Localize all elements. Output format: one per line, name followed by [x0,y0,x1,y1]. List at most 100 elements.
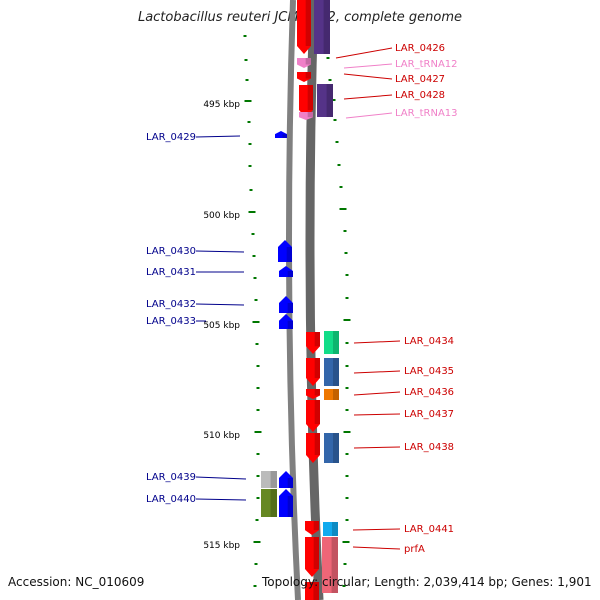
gene-LAR_0440 [279,489,293,517]
tick-mark [345,475,349,477]
tick-mark [345,297,349,299]
tick-mark [248,165,252,167]
gene-LAR_0428 [299,85,313,118]
category-block [324,358,339,386]
category-block [323,522,338,536]
gene-label-LAR_0438[interactable]: LAR_0438 [353,442,454,453]
gene-LAR_0436 [306,389,320,399]
tick-mark [244,59,248,61]
gene-LAR_0429 [275,131,287,138]
gene-label-text: LAR_0429 [146,132,196,143]
category-block [317,84,333,117]
gene-label-text: LAR_0440 [146,494,196,505]
gene-LAR_0427 [297,72,311,82]
tick-mark [247,121,251,123]
tick-mark [252,255,256,257]
gene-label-LAR_0440[interactable]: LAR_0440 [146,494,247,505]
gene-label-LAR_tRNA12[interactable]: LAR_tRNA12 [343,59,458,70]
gene-label-LAR_0436[interactable]: LAR_0436 [353,387,454,398]
tick-mark [328,79,332,81]
tick-mark [345,519,349,521]
gene-label-text: LAR_tRNA12 [395,59,458,70]
tick-mark [256,453,260,455]
tick-mark [245,79,249,81]
gene-label-text: LAR_0432 [146,299,196,310]
gene-label-text: prfA [404,544,425,555]
tick-mark [339,186,343,188]
gene-label-prfA[interactable]: prfA [352,544,425,555]
gene-LAR_0432 [279,296,293,313]
gene-LAR_0426 [297,0,311,54]
tick-mark [256,409,260,411]
gene-label-LAR_0429[interactable]: LAR_0429 [146,132,241,143]
trna-LAR_tRNA13 [299,112,313,120]
tick-mark [255,343,259,345]
tick-mark [252,321,260,323]
category-block [322,537,338,593]
gene-label-text: LAR_0430 [146,246,196,257]
tick-mark [254,431,262,433]
tick-mark [343,319,351,321]
tick-mark [345,497,349,499]
ruler-label: 495 kbp [203,100,240,110]
tick-mark [251,233,255,235]
gene-LAR_0438 [306,433,320,463]
tick-mark [342,585,346,587]
gene-LAR_0435 [306,358,320,386]
gene-label-text: LAR_0437 [404,409,454,420]
gene-label-text: LAR_0426 [395,43,445,54]
tick-mark [335,141,339,143]
gene-label-text: LAR_0434 [404,336,454,347]
gene-label-LAR_0435[interactable]: LAR_0435 [353,366,454,377]
tick-mark [243,35,247,37]
gene-label-LAR_0427[interactable]: LAR_0427 [343,73,445,85]
tick-mark [345,387,349,389]
gene-LAR_0433 [279,314,293,329]
gene-label-LAR_0426[interactable]: LAR_0426 [335,43,445,59]
gene-LAR_0439 [279,471,293,488]
tick-mark [326,57,330,59]
tick-mark [345,453,349,455]
tick-mark [255,519,259,521]
gene-label-text: LAR_0431 [146,267,196,278]
tick-mark [256,497,260,499]
tick-mark [342,541,350,543]
ruler-label: 505 kbp [203,321,240,331]
tick-mark [345,409,349,411]
gene-LAR_0431 [279,266,293,277]
topology-text: Topology: circular; Length: 2,039,414 bp… [262,575,592,589]
gene-label-LAR_0437[interactable]: LAR_0437 [353,409,454,420]
gene-label-LAR_0430[interactable]: LAR_0430 [146,246,245,257]
tick-mark [343,431,351,433]
tick-mark [339,208,347,210]
tick-mark [256,387,260,389]
gene-label-text: LAR_0427 [395,74,445,85]
gene-label-LAR_0434[interactable]: LAR_0434 [353,336,454,347]
tick-mark [253,541,261,543]
tick-mark [254,563,258,565]
tick-mark [333,119,337,121]
gene-label-LAR_0431[interactable]: LAR_0431 [146,267,244,278]
gene-label-LAR_0441[interactable]: LAR_0441 [352,524,454,535]
gene-label-LAR_0432[interactable]: LAR_0432 [146,299,245,310]
gene-label-LAR_0439[interactable]: LAR_0439 [146,472,247,483]
accession-text: Accession: NC_010609 [8,575,145,589]
gene-LAR_0430 [278,240,292,262]
backbone-inner-strand [305,0,324,600]
trna-LAR_tRNA12 [297,58,311,68]
ruler-label: 500 kbp [203,211,240,221]
gene-labels: LAR_0426 LAR_tRNA12 LAR_0427 LAR_0428 LAR_tR… [146,43,458,555]
tick-mark [249,189,253,191]
tick-mark [345,365,349,367]
gene-label-text: LAR_tRNA13 [395,108,458,119]
gene-label-LAR_0433[interactable]: LAR_0433 [146,316,206,327]
gene-label-LAR_tRNA13[interactable]: LAR_tRNA13 [345,108,458,119]
tick-mark [253,585,257,587]
category-block [261,489,277,517]
tick-mark [256,475,260,477]
tick-marks [243,35,351,587]
category-block [261,471,277,488]
gene-label-LAR_0428[interactable]: LAR_0428 [343,90,445,101]
gene-label-text: LAR_0441 [404,524,454,535]
